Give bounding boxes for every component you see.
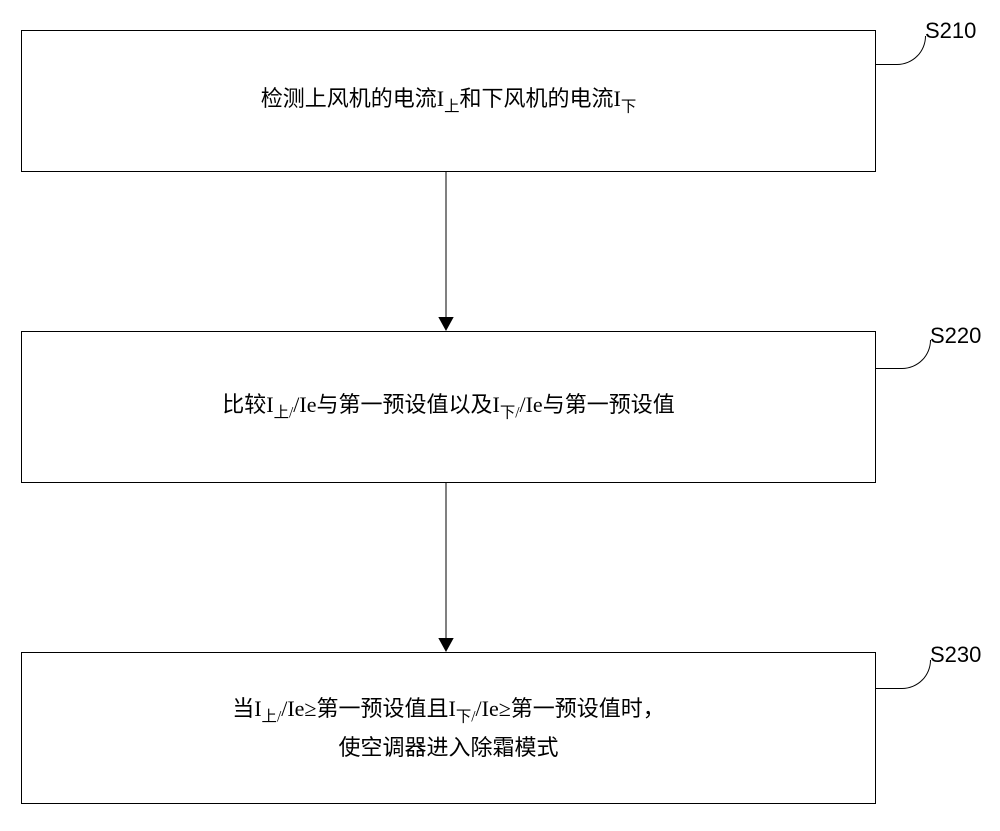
callout-line [876, 688, 902, 689]
callout-arc [902, 660, 931, 689]
step-label-S230: S230 [930, 642, 981, 668]
flow-node-n1: 检测上风机的电流I上和下风机的电流I下 [21, 30, 876, 172]
flow-node-n2: 比较I上//Ie与第一预设值以及I下//Ie与第一预设值 [21, 331, 876, 483]
callout-line [876, 368, 902, 369]
flow-node-text: 当I上//Ie≥第一预设值且I下//Ie≥第一预设值时，使空调器进入除霜模式 [232, 691, 665, 765]
flow-arrow [432, 172, 460, 331]
flow-arrow [432, 483, 460, 652]
flow-node-text: 比较I上//Ie与第一预设值以及I下//Ie与第一预设值 [222, 387, 674, 426]
callout-line [876, 64, 897, 65]
flow-node-text: 检测上风机的电流I上和下风机的电流I下 [261, 81, 636, 120]
flow-node-n3: 当I上//Ie≥第一预设值且I下//Ie≥第一预设值时，使空调器进入除霜模式 [21, 652, 876, 804]
callout-arc [902, 340, 931, 369]
step-label-S220: S220 [930, 323, 981, 349]
callout-arc [897, 36, 926, 65]
step-label-S210: S210 [925, 18, 976, 44]
